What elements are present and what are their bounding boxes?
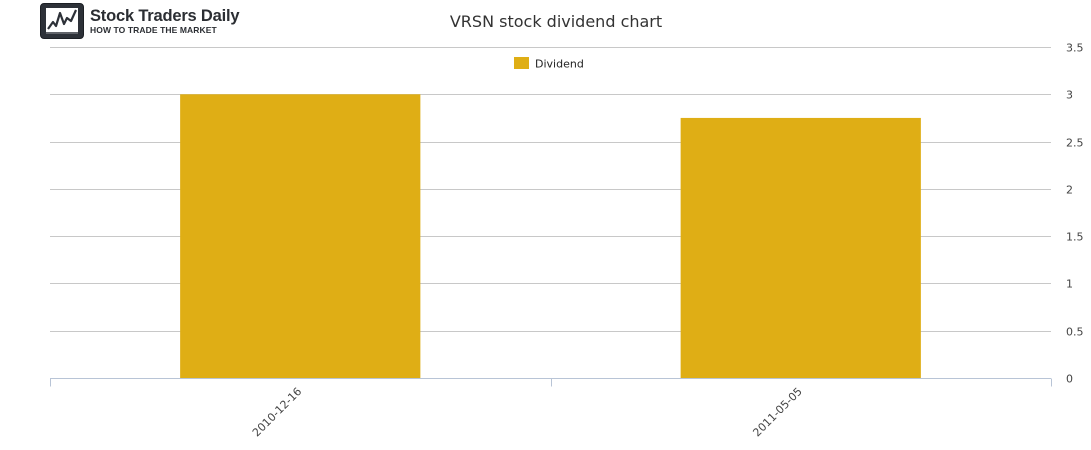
legend-swatch xyxy=(514,57,529,69)
x-tick-label: 2011-05-05 xyxy=(750,385,804,439)
y-tick-label: 2 xyxy=(1066,184,1073,197)
brand-logo: Stock Traders Daily HOW TO TRADE THE MAR… xyxy=(40,2,240,40)
brand-name: Stock Traders Daily xyxy=(90,6,240,25)
legend: Dividend xyxy=(514,57,584,71)
y-tick-label: 3 xyxy=(1066,89,1073,102)
chart-title: VRSN stock dividend chart xyxy=(449,12,663,31)
y-tick-label: 0 xyxy=(1066,373,1073,386)
brand-tagline: HOW TO TRADE THE MARKET xyxy=(90,25,217,35)
y-tick-label: 1.5 xyxy=(1066,231,1084,244)
chart-trend-icon xyxy=(40,3,84,39)
y-tick-label: 0.5 xyxy=(1066,326,1084,339)
legend-label: Dividend xyxy=(535,58,584,71)
bars xyxy=(180,94,921,379)
bar-2010-12-16 xyxy=(180,94,421,379)
bar-2011-05-05 xyxy=(680,117,921,378)
y-tick-label: 3.5 xyxy=(1066,42,1084,55)
y-tick-label: 1 xyxy=(1066,278,1073,291)
x-tick-label: 2010-12-16 xyxy=(250,385,304,439)
y-tick-label: 2.5 xyxy=(1066,137,1084,150)
